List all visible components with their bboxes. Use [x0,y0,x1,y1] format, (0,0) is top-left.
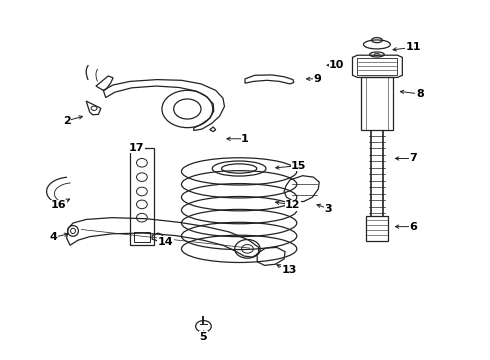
Text: 4: 4 [49,232,57,242]
Text: 7: 7 [410,153,417,163]
Bar [130,148,154,244]
Text: 10: 10 [329,60,344,70]
Text: 16: 16 [50,200,66,210]
Text: 12: 12 [285,200,301,210]
Text: 11: 11 [406,42,421,52]
Text: 5: 5 [199,332,207,342]
Bar [366,216,388,241]
Text: 8: 8 [416,89,424,99]
Text: 6: 6 [410,222,417,231]
Text: 2: 2 [63,116,71,126]
Text: 14: 14 [158,237,173,247]
Text: 3: 3 [324,204,332,214]
Bar [134,231,150,242]
Text: 1: 1 [241,134,249,144]
Text: 15: 15 [291,161,306,171]
Bar [357,58,397,75]
Text: 9: 9 [314,74,321,84]
Text: 17: 17 [129,143,144,153]
Text: 13: 13 [281,265,296,275]
Bar [361,77,392,130]
